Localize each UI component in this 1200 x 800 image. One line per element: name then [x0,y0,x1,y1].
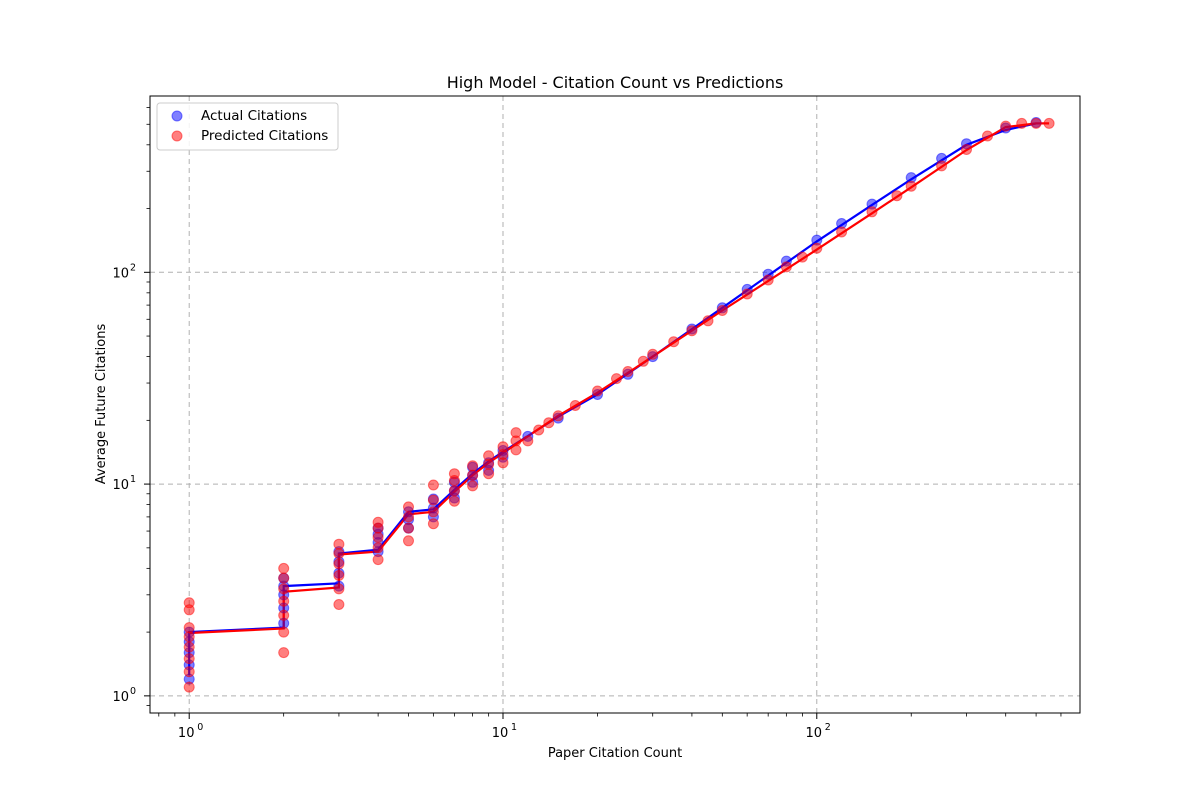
data-point-predicted [592,385,603,397]
axis-ticks: 10 0 10 1 10 210 010 110 2 [112,107,1062,741]
data-point-predicted [467,460,479,472]
data-point-predicted [467,469,479,481]
data-point-predicted [552,410,564,422]
data-point-predicted [278,595,290,607]
data-point-predicted [183,641,195,653]
data-point-predicted [333,599,345,610]
data-point-predicted [427,494,439,506]
data-point-predicted [278,562,290,574]
data-point-predicted [637,355,649,367]
data-point-predicted [716,305,728,316]
data-point-predicted [936,160,948,172]
data-point-predicted [622,366,634,377]
x-axis-label: Paper Citation Count [548,746,682,761]
data-point-predicted [183,622,195,634]
data-point-predicted [1000,120,1012,132]
data-point-predicted [780,261,792,273]
y-tick-exponent: 1 [130,474,136,485]
data-point-predicted [702,315,714,327]
data-point-predicted [686,325,698,337]
data-point-predicted [372,542,384,554]
data-point-predicted [762,274,774,286]
y-tick-label: 10 [112,478,129,493]
data-point-predicted [183,631,195,643]
data-point-predicted [891,190,903,202]
legend-label-actual: Actual Citations [201,108,307,124]
data-point-predicted [183,597,195,609]
x-tick-exponent: 2 [825,722,831,733]
data-point-predicted [403,535,414,547]
plot-series [183,117,1055,693]
data-point-predicted [866,206,878,218]
x-tick-label: 10 [806,726,823,741]
data-point-predicted [448,485,460,497]
data-point-predicted [278,609,290,621]
y-tick-exponent: 2 [130,262,136,273]
x-tick-label: 10 [492,726,509,741]
y-tick-label: 10 [112,690,129,705]
data-point-predicted [533,424,545,436]
data-point-predicted [403,501,414,513]
data-point-predicted [483,450,495,462]
data-point-predicted [333,570,345,581]
data-point-predicted [372,554,384,566]
plot-frame [149,95,1081,714]
data-point-predicted [372,531,384,543]
data-point-predicted [403,511,414,523]
data-point-predicted [467,480,479,492]
data-point-predicted [611,373,622,385]
data-point-predicted [427,506,439,518]
data-point-predicted [1030,117,1042,129]
data-point-predicted [448,495,460,507]
data-point-predicted [522,435,534,447]
data-point-predicted [741,288,753,300]
data-point-predicted [448,468,460,480]
y-tick-label: 10 [112,266,129,281]
data-point-predicted [982,130,993,142]
data-point-predicted [333,538,345,550]
data-point-predicted [668,336,680,348]
data-point-predicted [796,251,808,263]
legend-label-predicted: Predicted Citations [201,128,328,144]
data-point-predicted [278,647,290,659]
legend-marker-predicted [171,130,183,142]
data-point-predicted [427,518,439,530]
chart-title: High Model - Citation Count vs Predictio… [447,73,784,92]
data-point-predicted [1043,117,1055,129]
x-tick-exponent: 0 [197,722,203,733]
data-point-predicted [497,441,509,453]
legend: Actual Citations Predicted Citations [156,102,339,151]
data-point-predicted [183,681,195,693]
data-point-predicted [836,226,848,238]
data-point-predicted [569,400,581,411]
y-tick-exponent: 0 [130,686,136,697]
data-point-predicted [183,666,195,678]
data-point-predicted [278,572,290,584]
data-point-predicted [483,468,495,480]
data-point-predicted [1016,117,1028,129]
data-point-predicted [333,548,345,559]
grid [150,96,1080,713]
data-point-predicted [372,516,384,528]
y-axis-label: Average Future Citations [94,324,109,485]
data-point-predicted [333,583,345,595]
data-point-predicted [403,522,414,534]
data-point-predicted [647,348,659,360]
x-tick-exponent: 1 [511,722,517,733]
data-point-predicted [278,626,290,638]
data-point-predicted [183,653,195,665]
data-point-predicted [510,427,522,439]
data-point-predicted [427,479,439,491]
data-point-predicted [811,242,823,254]
data-point-predicted [333,558,345,570]
data-point-predicted [543,417,555,429]
data-point-predicted [961,144,972,155]
legend-marker-actual [171,110,183,122]
data-point-predicted [905,180,917,192]
x-tick-label: 10 [178,726,195,741]
data-point-predicted [278,583,290,595]
legend-box [156,102,339,151]
